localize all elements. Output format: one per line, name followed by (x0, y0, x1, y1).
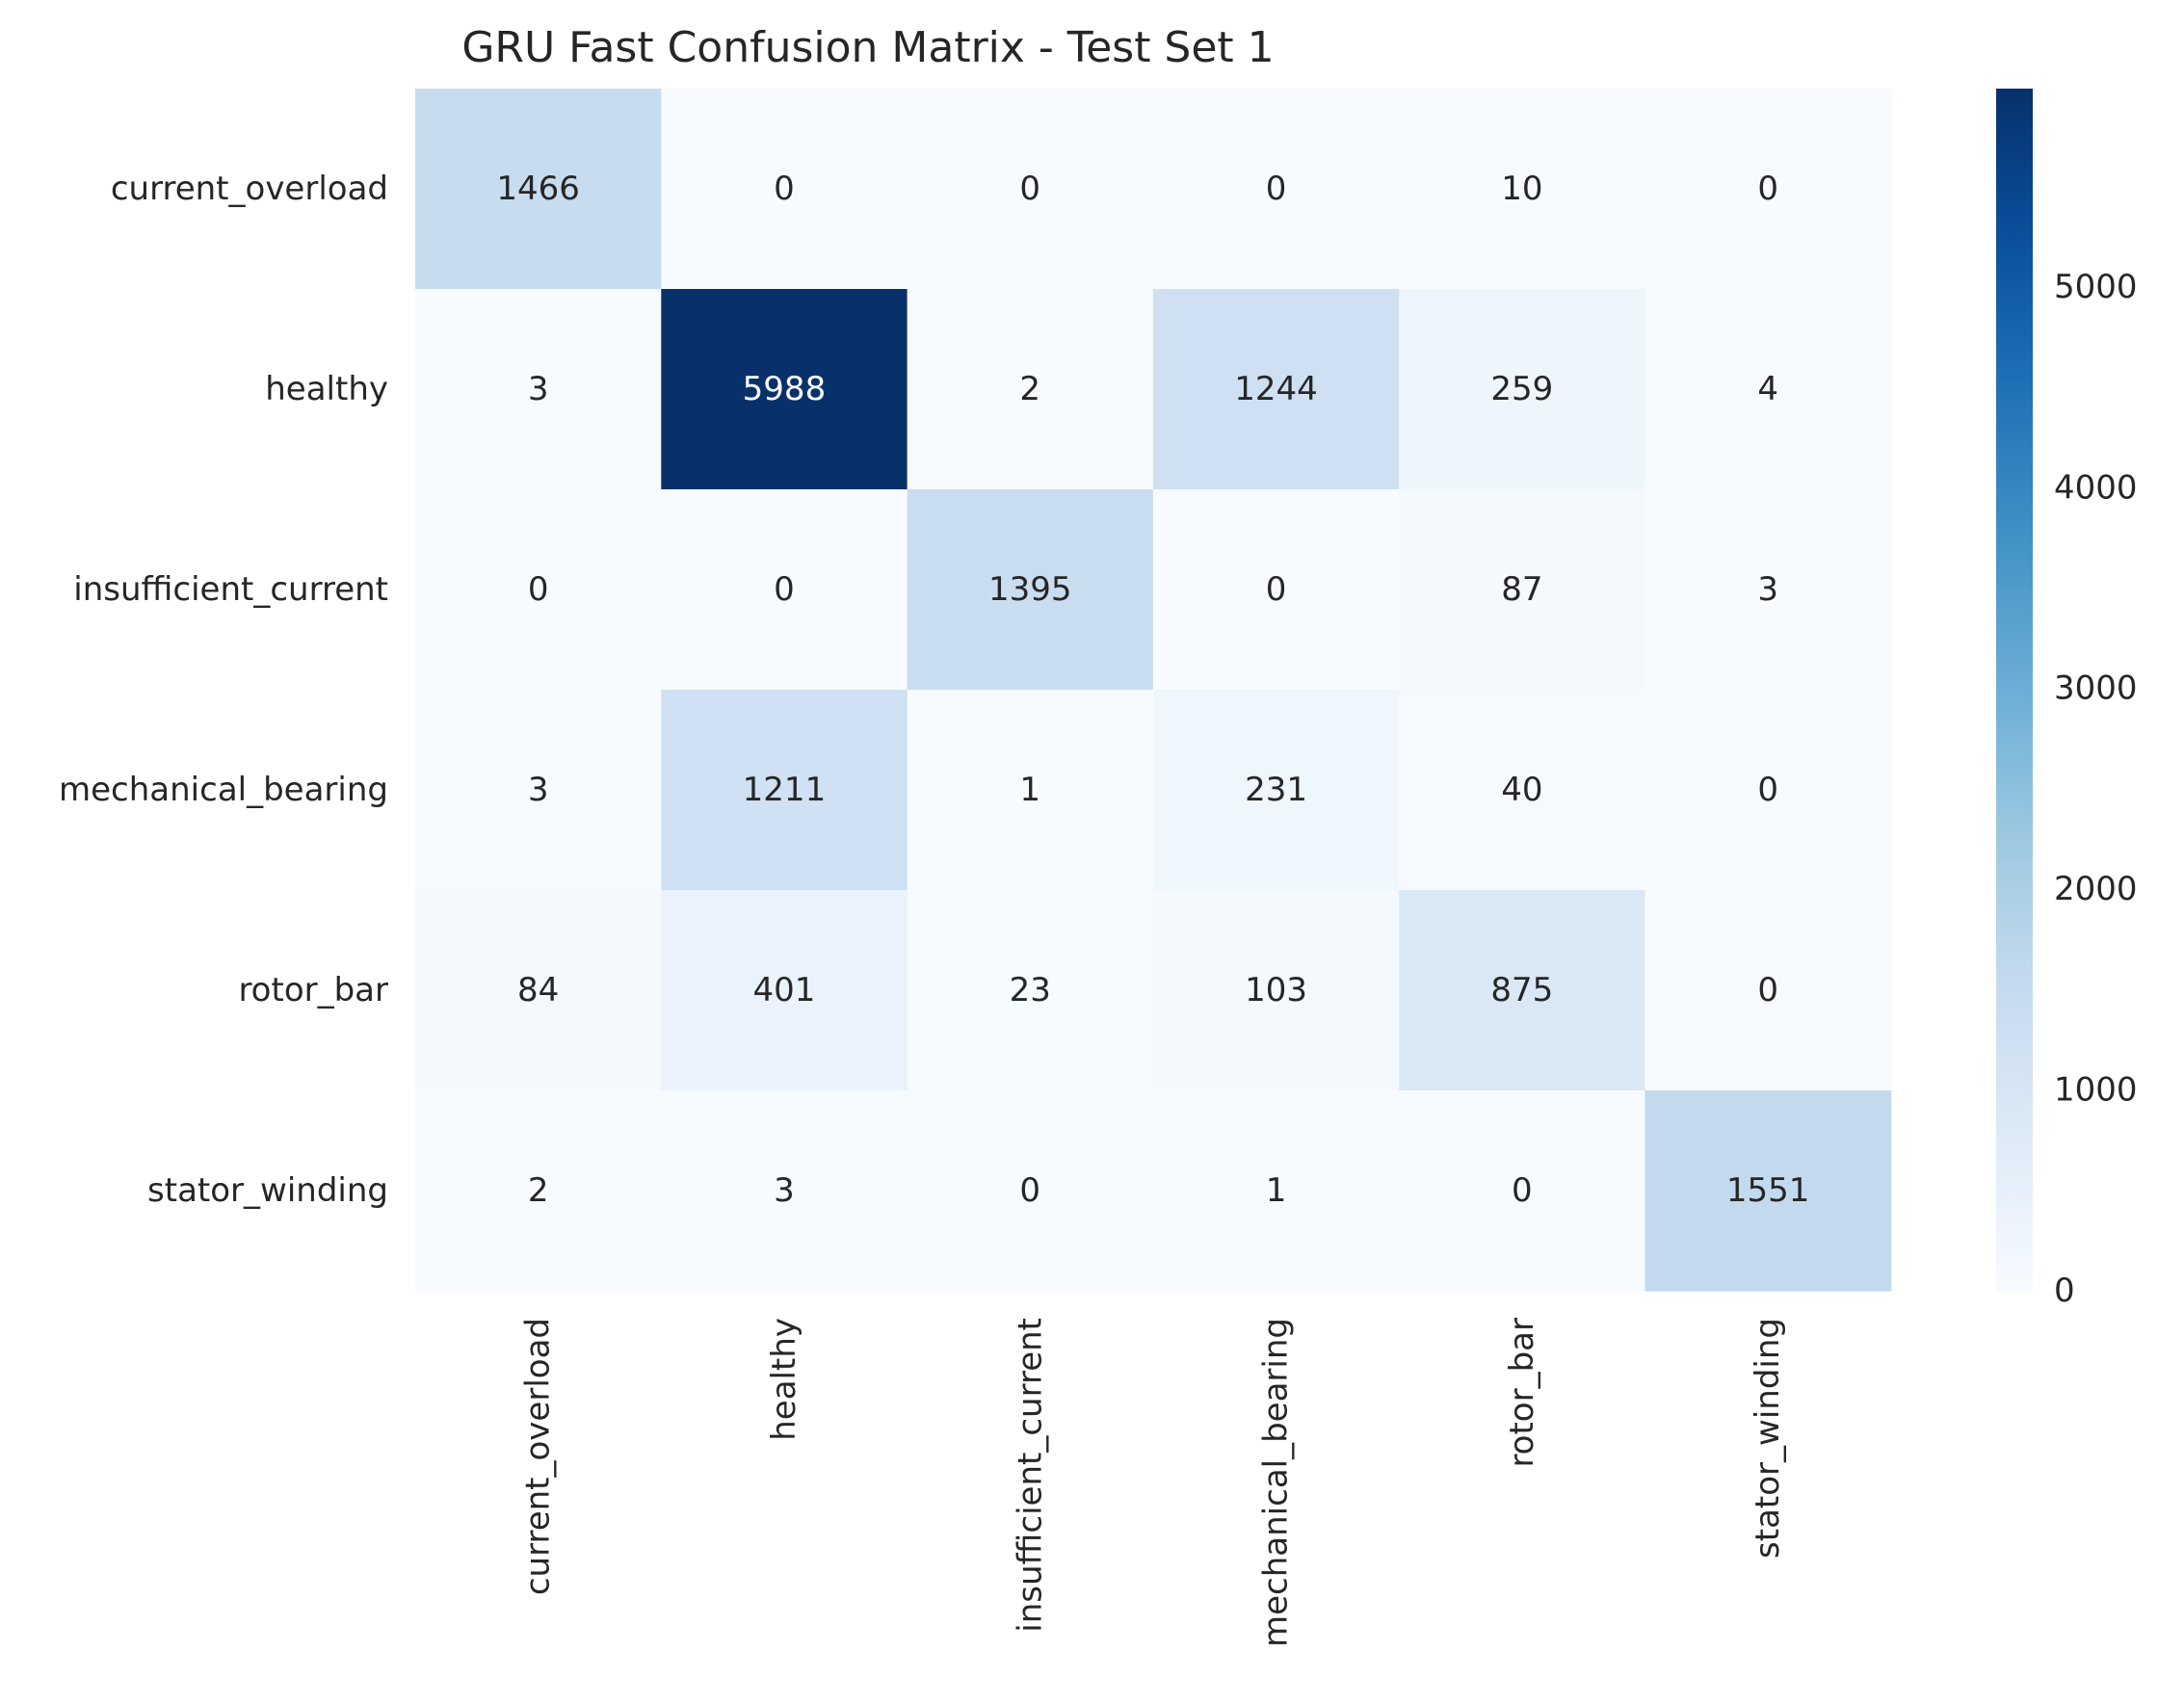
heatmap-cell-rotor-bar-healthy (661, 890, 908, 1091)
x-tick-mechanical-bearing: mechanical_bearing (1257, 1318, 1296, 1647)
cell-value-label: 1395 (988, 570, 1072, 609)
cell-value-label: 3 (528, 771, 549, 809)
cell-value-label: 3 (774, 1171, 795, 1210)
x-tick-stator-winding: stator_winding (1749, 1318, 1787, 1559)
heatmap-cell-mechanical-bearing-mechanical-bearing (1152, 690, 1400, 891)
y-tick-rotor-bar: rotor_bar (238, 971, 388, 1009)
cell-value-label: 0 (1757, 170, 1778, 208)
cell-value-label: 2 (1019, 370, 1040, 408)
heatmap-cell-insufficient-current-current-overload (415, 489, 662, 691)
cell-value-label: 1551 (1726, 1171, 1810, 1210)
cell-value-label: 1466 (496, 170, 580, 208)
cell-value-label: 401 (752, 971, 815, 1009)
cell-value-label: 259 (1490, 370, 1553, 408)
cell-value-label: 5988 (743, 370, 827, 408)
y-tick-mechanical-bearing: mechanical_bearing (59, 771, 388, 809)
x-tick-insufficient-current: insufficient_current (1011, 1318, 1049, 1633)
colorbar-tick-4000: 4000 (2054, 468, 2138, 507)
colorbar-tick-5000: 5000 (2054, 268, 2138, 306)
cell-value-label: 84 (517, 971, 559, 1009)
heatmap-cell-insufficient-current-stator-winding (1645, 489, 1892, 691)
heatmap-cell-healthy-current-overload (415, 289, 662, 490)
cell-value-label: 1244 (1234, 370, 1318, 408)
heatmap-cell-current-overload-rotor-bar (1399, 89, 1646, 290)
colorbar-tick-1000: 1000 (2054, 1071, 2138, 1110)
cell-value-label: 2 (528, 1171, 549, 1210)
cell-value-label: 10 (1501, 170, 1542, 208)
y-tick-current-overload: current_overload (111, 170, 388, 208)
heatmap-cell-current-overload-current-overload (415, 89, 662, 290)
heatmap-cell-labels: 1466 0 0 0 10 03 5988 2 1244 259 40 0 1395 0 87 33 1211 1… (496, 170, 1809, 1210)
cell-value-label: 0 (1266, 570, 1287, 609)
x-tick-current-overload: current_overload (519, 1318, 558, 1595)
y-tick-healthy: healthy (265, 370, 388, 408)
heatmap-cell-stator-winding-stator-winding (1645, 1090, 1892, 1292)
cell-value-label: 1 (1266, 1171, 1287, 1210)
heatmap-cell-mechanical-bearing-current-overload (415, 690, 662, 891)
cell-value-label: 0 (528, 570, 549, 609)
cell-value-label: 0 (1019, 170, 1040, 208)
cell-value-label: 23 (1010, 971, 1051, 1009)
heatmap-cell-insufficient-current-insufficient-current (907, 489, 1154, 691)
heatmap-cell-insufficient-current-mechanical-bearing (1152, 489, 1400, 691)
cell-value-label: 0 (774, 170, 795, 208)
x-tick-healthy: healthy (765, 1318, 803, 1441)
heatmap-cell-rotor-bar-mechanical-bearing (1152, 890, 1400, 1091)
cell-value-label: 87 (1501, 570, 1542, 609)
cell-value-label: 0 (1019, 1171, 1040, 1210)
y-tick-stator-winding: stator_winding (147, 1171, 388, 1210)
heatmap-cell-healthy-stator-winding (1645, 289, 1892, 490)
heatmap-cell-insufficient-current-healthy (661, 489, 908, 691)
cell-value-label: 4 (1757, 370, 1778, 408)
cell-value-label: 103 (1245, 971, 1307, 1009)
colorbar-tick-3000: 3000 (2054, 669, 2138, 708)
heatmap-cell-stator-winding-mechanical-bearing (1152, 1090, 1400, 1292)
colorbar-tick-2000: 2000 (2054, 870, 2138, 908)
heatmap-cell-healthy-healthy (661, 289, 908, 490)
heatmap-cell-insufficient-current-rotor-bar (1399, 489, 1646, 691)
heatmap-cell-stator-winding-healthy (661, 1090, 908, 1292)
cell-value-label: 40 (1501, 771, 1542, 809)
heatmap-cell-mechanical-bearing-healthy (661, 690, 908, 891)
heatmap-cell-rotor-bar-current-overload (415, 890, 662, 1091)
heatmap-cell-stator-winding-rotor-bar (1399, 1090, 1646, 1292)
x-tick-rotor-bar: rotor_bar (1503, 1318, 1541, 1468)
cell-value-label: 0 (1757, 771, 1778, 809)
heatmap-cell-current-overload-mechanical-bearing (1152, 89, 1400, 290)
heatmap-cell-rotor-bar-rotor-bar (1399, 890, 1646, 1091)
heatmap-cell-healthy-mechanical-bearing (1152, 289, 1400, 490)
cell-value-label: 0 (1757, 971, 1778, 1009)
heatmap-cell-healthy-insufficient-current (907, 289, 1154, 490)
heatmap-cell-healthy-rotor-bar (1399, 289, 1646, 490)
heatmap-cells (415, 89, 1892, 1292)
cell-value-label: 0 (1266, 170, 1287, 208)
heatmap-cell-rotor-bar-stator-winding (1645, 890, 1892, 1091)
cell-value-label: 875 (1490, 971, 1553, 1009)
heatmap-cell-current-overload-healthy (661, 89, 908, 290)
heatmap-cell-mechanical-bearing-stator-winding (1645, 690, 1892, 891)
heatmap-cell-stator-winding-insufficient-current (907, 1090, 1154, 1292)
chart-title: GRU Fast Confusion Matrix - Test Set 1 (461, 23, 1274, 72)
heatmap-cell-current-overload-stator-winding (1645, 89, 1892, 290)
heatmap-cell-current-overload-insufficient-current (907, 89, 1154, 290)
colorbar-tick-labels: 0 1000 2000 3000 4000 5000 (2054, 268, 2138, 1310)
y-tick-insufficient-current: insufficient_current (73, 570, 388, 609)
cell-value-label: 0 (774, 570, 795, 609)
cell-value-label: 3 (1757, 570, 1778, 609)
cell-value-label: 1211 (743, 771, 827, 809)
heatmap-cell-rotor-bar-insufficient-current (907, 890, 1154, 1091)
cell-value-label: 1 (1019, 771, 1040, 809)
x-axis-tick-labels: current_overload healthy insufficient_curr… (519, 1318, 1788, 1647)
cell-value-label: 0 (1512, 1171, 1533, 1210)
cell-value-label: 231 (1245, 771, 1307, 809)
cell-value-label: 3 (528, 370, 549, 408)
heatmap-cell-mechanical-bearing-insufficient-current (907, 690, 1154, 891)
heatmap-cell-mechanical-bearing-rotor-bar (1399, 690, 1646, 891)
heatmap-cell-stator-winding-current-overload (415, 1090, 662, 1292)
colorbar (1996, 89, 2033, 1291)
colorbar-tick-0: 0 (2054, 1271, 2075, 1310)
